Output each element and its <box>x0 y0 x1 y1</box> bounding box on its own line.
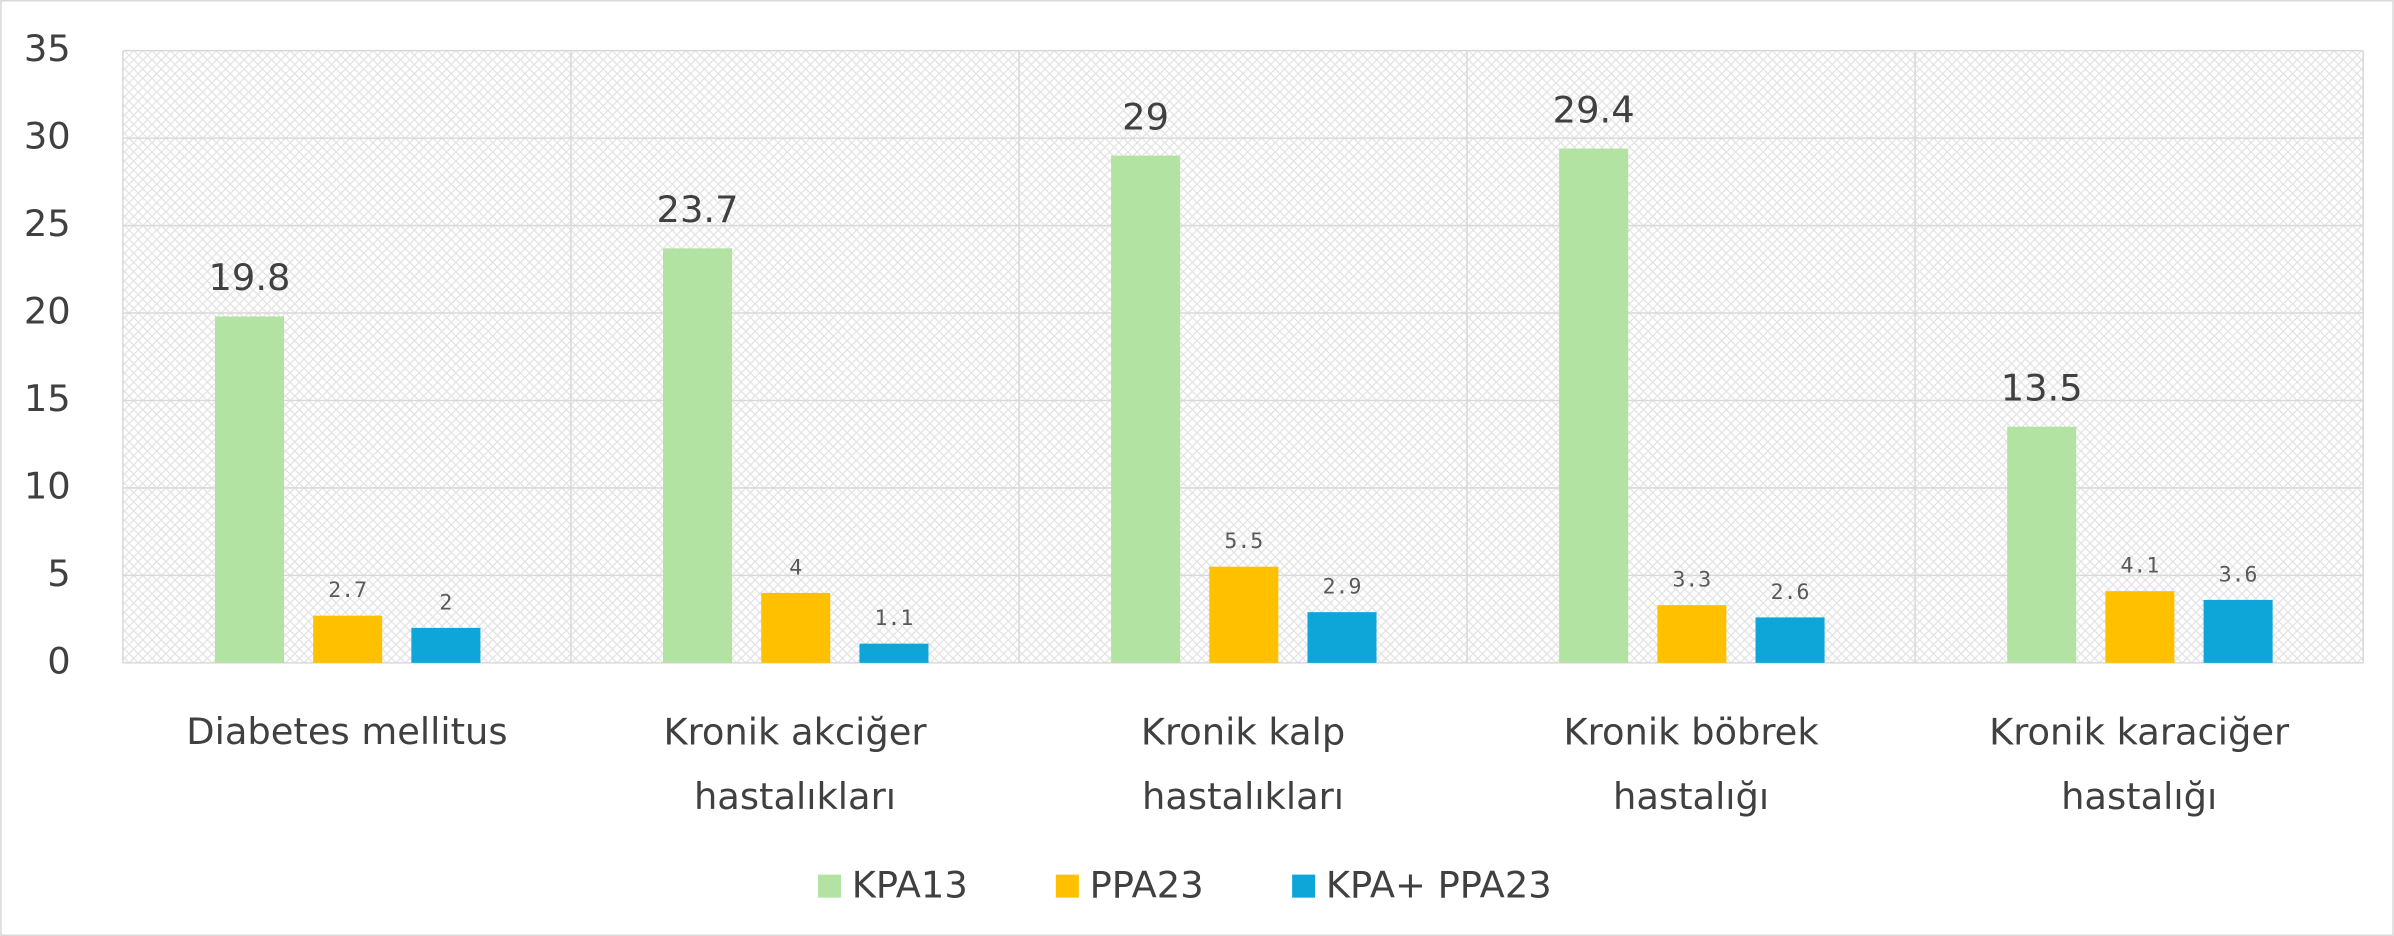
x-tick-label: Kronik böbrek hastalığı <box>1564 710 1820 817</box>
data-label: 3.3 <box>1672 568 1711 593</box>
x-tick-label: Kronik karaciğer hastalığı <box>1989 710 2290 817</box>
bar <box>2007 426 2077 663</box>
data-label: 2.9 <box>1323 575 1362 600</box>
bar <box>1307 612 1377 663</box>
bar <box>1657 605 1727 663</box>
data-label: 19.8 <box>209 256 291 299</box>
data-label: 2.6 <box>1771 580 1810 605</box>
x-tick-label: Kronik akciğer hastalıkları <box>663 710 927 817</box>
bar <box>1755 617 1825 663</box>
data-label: 29 <box>1122 95 1169 138</box>
y-tick-label: 20 <box>24 290 71 333</box>
y-tick-label: 30 <box>24 115 71 158</box>
legend-label: KPA+ PPA23 <box>1326 863 1552 906</box>
data-label: 13.5 <box>2001 366 2083 409</box>
bar <box>1111 155 1181 663</box>
legend-swatch <box>817 874 842 898</box>
bar <box>2105 591 2175 663</box>
plot-area <box>122 50 2364 663</box>
bar <box>859 643 929 663</box>
legend-label: PPA23 <box>1090 863 1204 906</box>
bar <box>761 592 831 663</box>
data-label: 29.4 <box>1553 88 1635 131</box>
data-label: 1.1 <box>875 606 914 631</box>
legend-swatch <box>1055 874 1079 898</box>
y-tick-label: 15 <box>24 377 71 420</box>
bar <box>411 627 481 663</box>
legend-label: KPA13 <box>852 863 968 906</box>
x-tick-label: Kronik kalp hastalıkları <box>1141 710 1345 817</box>
data-label: 4 <box>789 555 802 580</box>
y-tick-label: 10 <box>24 464 71 507</box>
data-label: 2.7 <box>328 578 367 603</box>
data-label: 3.6 <box>2219 562 2258 587</box>
data-label: 5.5 <box>1224 529 1263 554</box>
data-label: 2 <box>439 590 452 615</box>
data-label: 4.1 <box>2121 554 2160 579</box>
bar <box>2203 599 2273 663</box>
bar <box>1209 566 1279 663</box>
bar <box>1559 148 1629 663</box>
y-tick-label: 0 <box>47 639 70 682</box>
y-tick-label: 25 <box>24 202 71 245</box>
y-tick-label: 35 <box>24 27 71 70</box>
bar <box>663 248 733 663</box>
bar <box>313 615 383 663</box>
y-tick-label: 5 <box>47 552 70 595</box>
legend-swatch <box>1292 874 1316 898</box>
x-tick-label: Diabetes mellitus <box>186 710 507 753</box>
data-label: 23.7 <box>657 188 739 231</box>
bar <box>214 316 285 663</box>
